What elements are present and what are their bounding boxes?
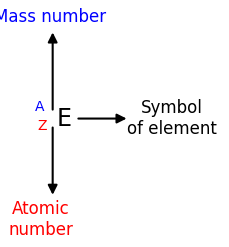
Text: A: A <box>35 101 45 114</box>
Text: Symbol
of element: Symbol of element <box>127 99 217 138</box>
Text: Mass number: Mass number <box>0 8 106 26</box>
Text: E: E <box>57 106 72 131</box>
Text: Z: Z <box>38 119 47 133</box>
Text: Atomic
number: Atomic number <box>9 200 74 239</box>
